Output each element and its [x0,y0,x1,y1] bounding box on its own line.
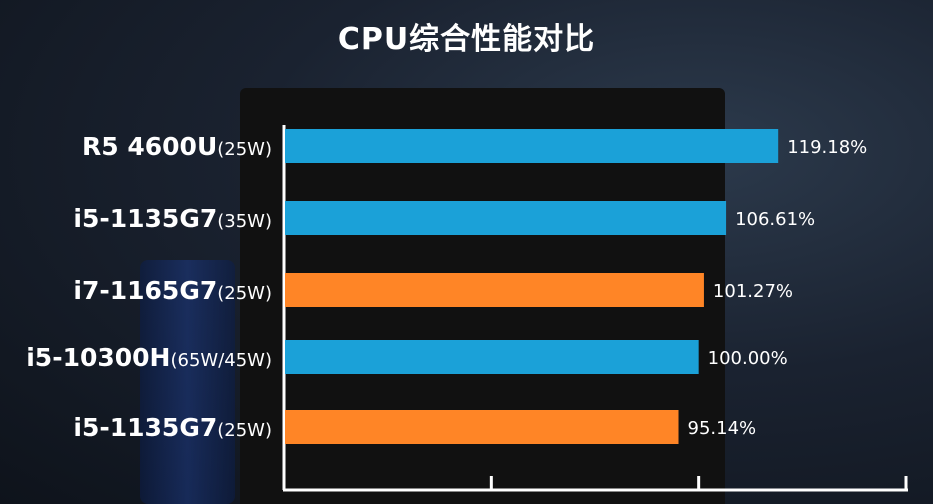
bar [285,273,704,307]
data-label: 106.61% [735,209,815,230]
cpu-power: (35W) [217,211,272,232]
cpu-name: i7-1165G7 [73,276,217,305]
chart-title: CPU综合性能对比 [337,22,596,57]
category-label: i5-10300H(65W/45W) [26,343,272,372]
data-label: 119.18% [787,137,867,158]
bar [285,201,727,235]
cpu-name: R5 4600U [82,132,217,161]
data-label: 100.00% [708,348,788,369]
cpu-power: (25W) [217,420,272,441]
bar [285,129,779,163]
category-label: i5-1135G7(35W) [73,204,272,233]
cpu-power: (25W) [217,283,272,304]
bar [285,340,699,374]
background-can [140,260,235,504]
cpu-name: i5-1135G7 [73,204,217,233]
category-label: i5-1135G7(25W) [73,413,272,442]
cpu-power: (65W/45W) [170,350,272,371]
data-label: 101.27% [713,281,793,302]
category-label: R5 4600U(25W) [82,132,272,161]
cpu-power: (25W) [217,139,272,160]
cpu-name: i5-10300H [26,343,170,372]
cpu-name: i5-1135G7 [73,413,217,442]
data-label: 95.14% [688,418,757,439]
category-label: i7-1165G7(25W) [73,276,272,305]
bar [285,410,679,444]
